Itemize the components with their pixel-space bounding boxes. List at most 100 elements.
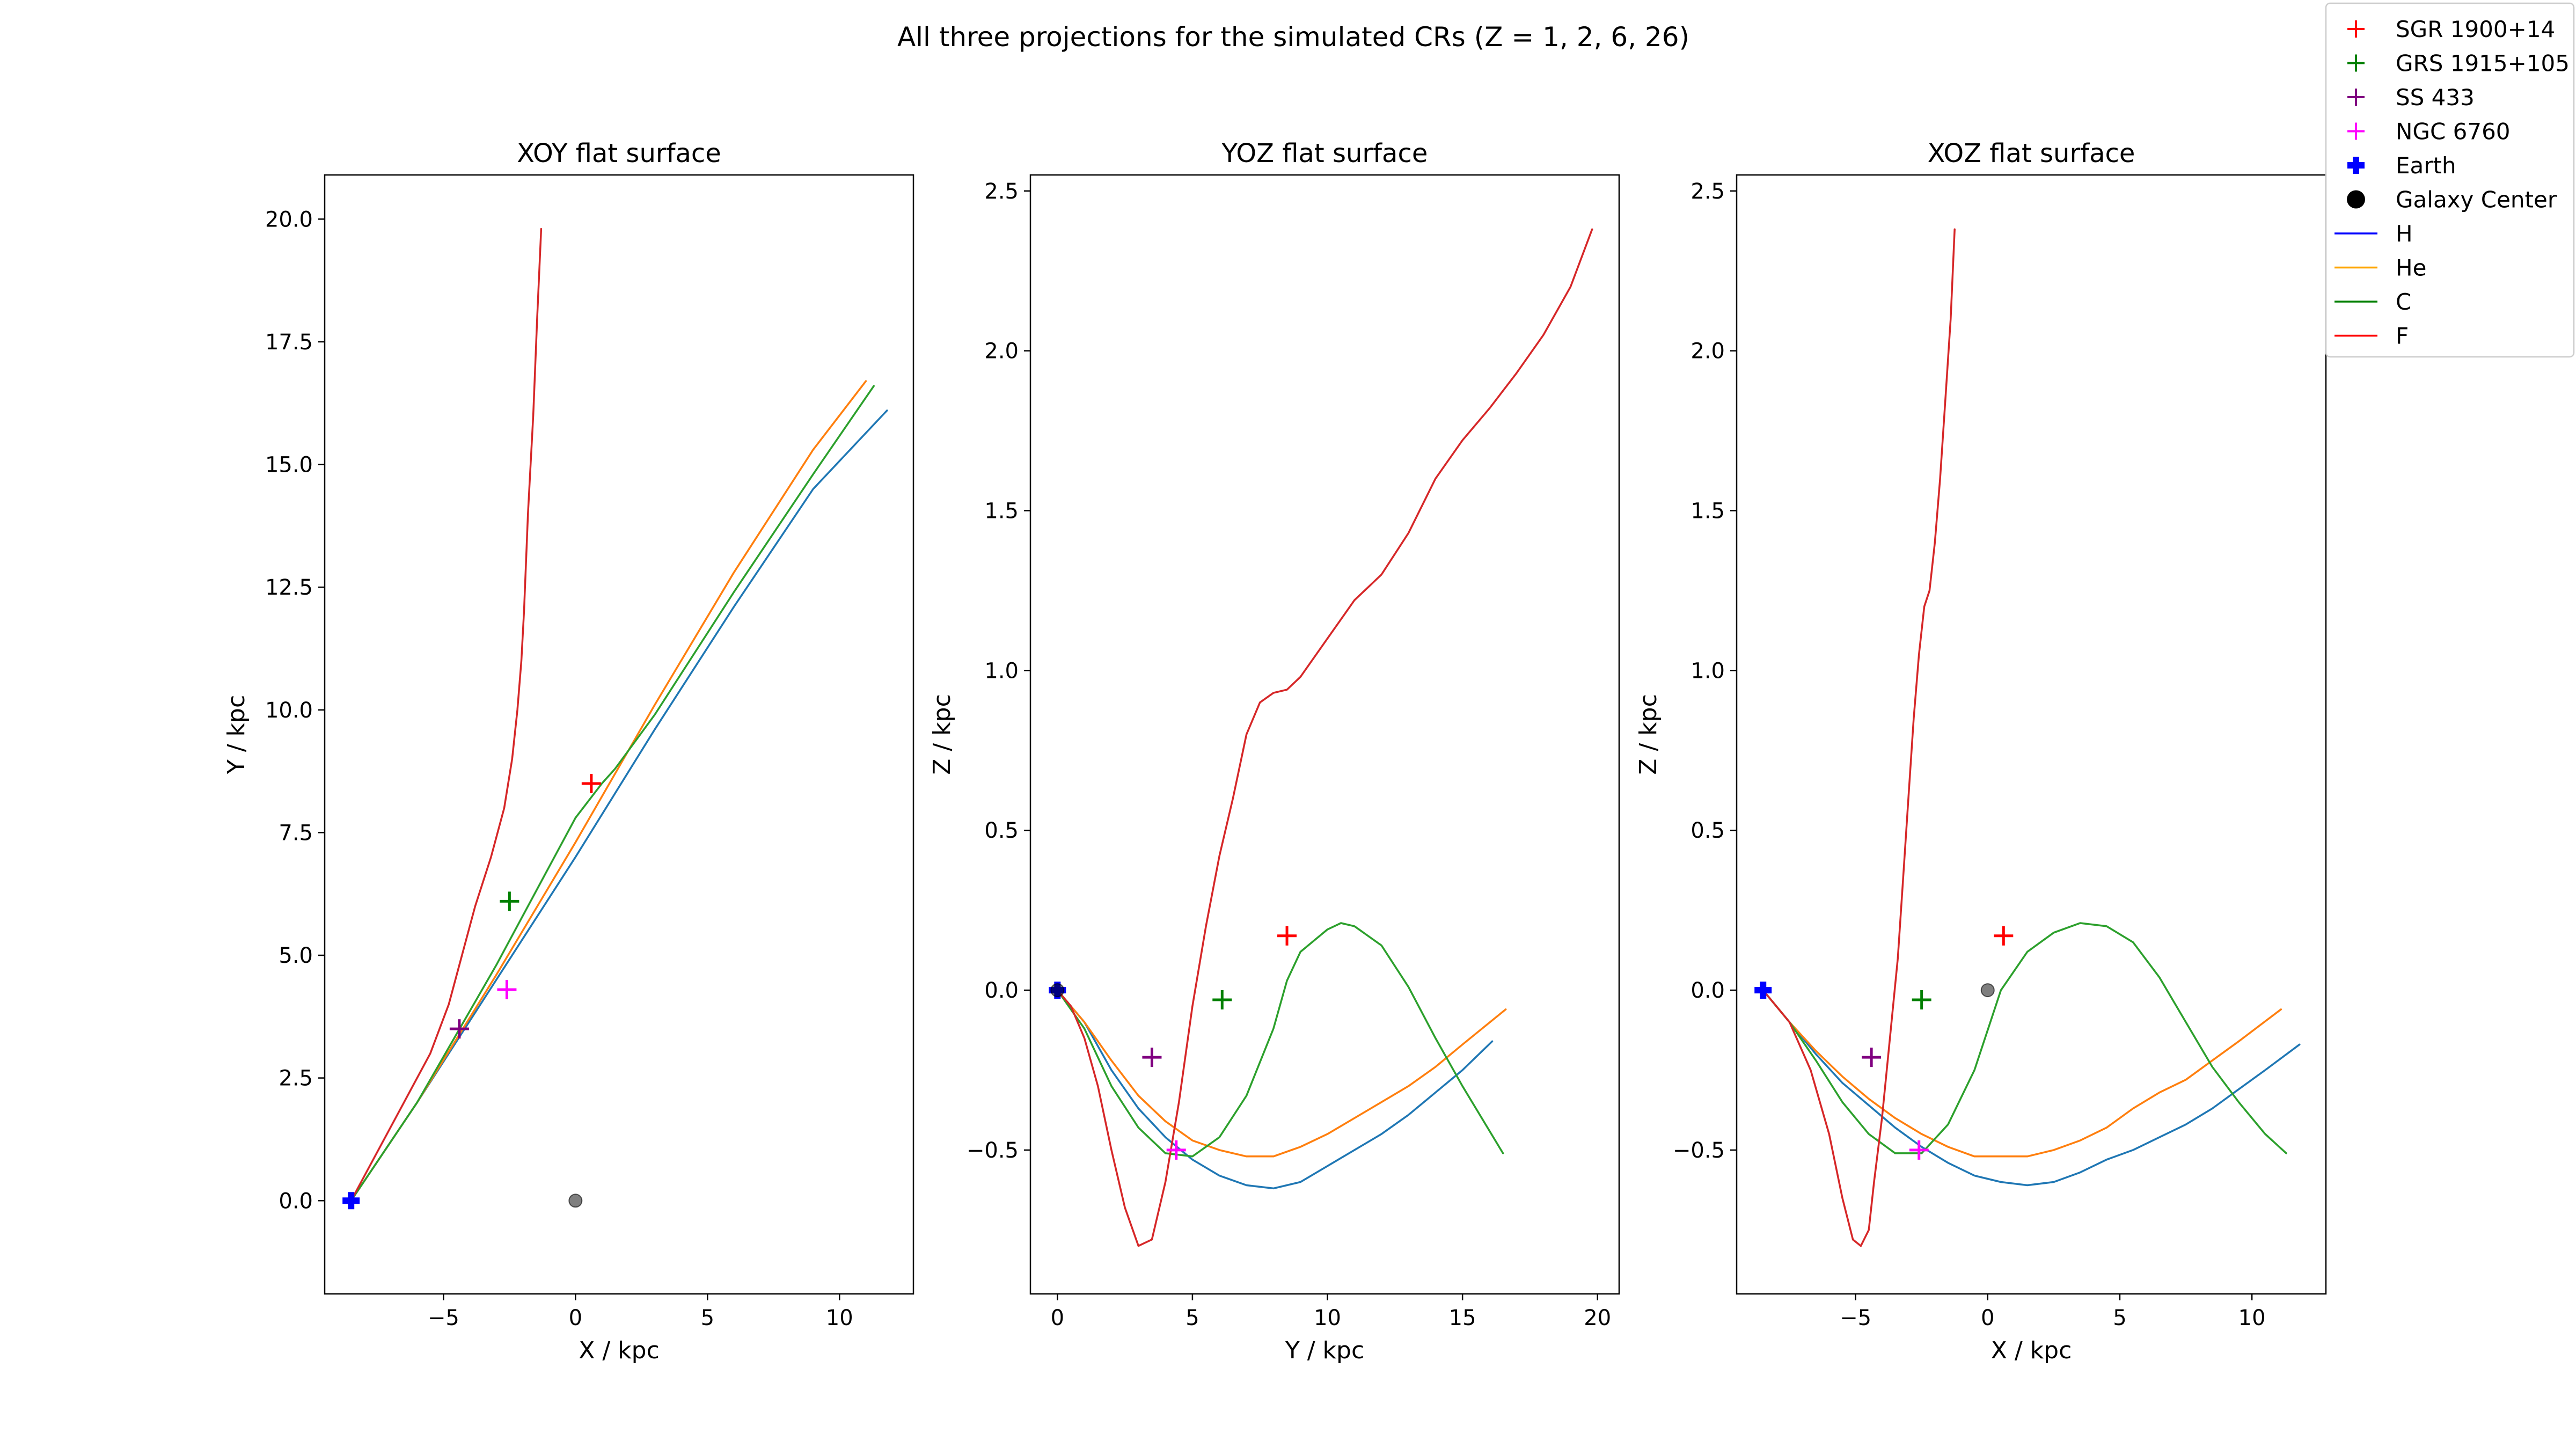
- x-axis-label: X / kpc: [1991, 1337, 2072, 1364]
- x-axis-label: X / kpc: [579, 1337, 660, 1364]
- y-axis-label: Z / kpc: [928, 694, 956, 775]
- legend-label: NGC 6760: [2396, 119, 2511, 145]
- x-axis-label: Y / kpc: [1285, 1337, 1364, 1364]
- legend-entry-sgr-1900-14: SGR 1900+14: [2347, 16, 2555, 42]
- legend-entry-c: C: [2334, 289, 2411, 315]
- y-tick-label: 0.0: [1690, 978, 1725, 1003]
- x-tick-label: −5: [1840, 1306, 1871, 1330]
- x-tick-label: 10: [1314, 1306, 1341, 1330]
- legend-label: Galaxy Center: [2396, 187, 2557, 213]
- y-tick-label: 0.0: [279, 1189, 313, 1213]
- y-tick-label: 17.5: [265, 330, 313, 355]
- series-line-c: [1762, 922, 2287, 1154]
- y-tick-label: 1.0: [1690, 658, 1725, 683]
- marker-ss-433: [449, 1019, 469, 1039]
- panel-title: XOZ flat surface: [1928, 138, 2135, 169]
- legend-label: SS 433: [2396, 84, 2475, 111]
- plot-area: [1049, 228, 1593, 1247]
- marker-galaxy-center: [568, 1194, 583, 1208]
- y-tick-label: 2.5: [1690, 179, 1725, 204]
- series-line-he: [1056, 989, 1507, 1158]
- plot-area: [342, 228, 888, 1210]
- y-axis-label: Y / kpc: [223, 695, 250, 774]
- panel-title: XOY flat surface: [517, 138, 721, 169]
- marker-galaxy-center: [1980, 983, 1995, 998]
- marker-earth: [1754, 982, 1772, 999]
- x-tick-label: 20: [1584, 1306, 1611, 1330]
- marker-grs-1915-105: [1212, 990, 1232, 1009]
- legend-label: H: [2396, 221, 2413, 247]
- marker-ngc-6760: [1166, 1140, 1186, 1160]
- y-tick-label: −0.5: [1673, 1138, 1725, 1163]
- y-tick-label: 1.5: [1690, 499, 1725, 524]
- y-axis-label: Z / kpc: [1635, 694, 1662, 775]
- legend-entry-he: He: [2334, 255, 2426, 281]
- legend-marker: [2353, 157, 2359, 174]
- y-tick-label: 2.5: [279, 1066, 313, 1091]
- marker-galaxy-center: [1050, 983, 1065, 998]
- marker-sgr-1900-14: [581, 773, 601, 793]
- legend-entry-f: F: [2334, 323, 2409, 349]
- y-tick-label: −0.5: [967, 1138, 1019, 1163]
- marker-grs-1915-105: [1912, 990, 1931, 1009]
- marker-sgr-1900-14: [1277, 926, 1297, 946]
- y-tick-label: 0.0: [984, 978, 1019, 1003]
- series-line-f: [1056, 228, 1593, 1247]
- series-line-h: [1762, 989, 2301, 1187]
- panel-1: XOY flat surface −5 0 5 10 0.0 2.5 5.0 7.5 10.0 12…: [223, 138, 914, 1364]
- series-line-c: [350, 385, 875, 1202]
- x-tick-label: 5: [1185, 1306, 1199, 1330]
- marker-earth: [342, 1192, 360, 1210]
- legend-entry-earth: Earth: [2347, 152, 2456, 179]
- y-tick-label: 12.5: [265, 575, 313, 600]
- y-tick-label: 15.0: [265, 453, 313, 478]
- axes-layer: XOY flat surface −5 0 5 10 0.0 2.5 5.0 7.5 10.0 12…: [223, 138, 2327, 1364]
- series-line-f: [1762, 228, 1956, 1247]
- legend-entry-ss-433: SS 433: [2347, 84, 2475, 111]
- series-line-f: [350, 228, 543, 1202]
- x-tick-label: −5: [428, 1306, 459, 1330]
- marker-ss-433: [1862, 1048, 1882, 1067]
- series-line-c: [1056, 922, 1504, 1158]
- x-tick-label: 10: [2238, 1306, 2266, 1330]
- legend-label: C: [2396, 289, 2411, 315]
- axes-frame: [1736, 174, 2327, 1295]
- legend-entry-ngc-6760: NGC 6760: [2347, 119, 2511, 145]
- y-tick-label: 0.5: [984, 818, 1019, 843]
- x-tick-label: 5: [2113, 1306, 2126, 1330]
- y-tick-label: 20.0: [265, 207, 313, 232]
- x-tick-label: 0: [1981, 1306, 1994, 1330]
- x-tick-label: 10: [826, 1306, 853, 1330]
- y-tick-label: 1.0: [984, 658, 1019, 683]
- panel-title: YOZ flat surface: [1221, 138, 1428, 169]
- legend-entry-galaxy-center: Galaxy Center: [2347, 187, 2557, 213]
- legend-label: F: [2396, 323, 2409, 349]
- legend-box: [2325, 2, 2575, 358]
- legend-label: SGR 1900+14: [2396, 16, 2555, 42]
- y-tick-label: 5.0: [279, 943, 313, 968]
- y-tick-label: 10.0: [265, 698, 313, 723]
- figure-title: All three projections for the simulated …: [897, 21, 1689, 53]
- axes-frame: [1029, 174, 1620, 1295]
- plot-area: [1754, 228, 2301, 1247]
- legend-label: He: [2396, 255, 2426, 281]
- y-tick-label: 2.0: [984, 339, 1019, 364]
- x-tick-label: 0: [569, 1306, 582, 1330]
- series-line-h: [1056, 989, 1494, 1190]
- legend-label: GRS 1915+105: [2396, 50, 2570, 77]
- x-tick-label: 0: [1051, 1306, 1064, 1330]
- legend-marker: [2347, 190, 2365, 209]
- marker-ss-433: [1142, 1048, 1162, 1067]
- y-tick-label: 2.0: [1690, 339, 1725, 364]
- series-line-he: [1762, 989, 2282, 1158]
- marker-sgr-1900-14: [1994, 926, 2014, 946]
- y-tick-label: 0.5: [1690, 818, 1725, 843]
- y-tick-label: 2.5: [984, 179, 1019, 204]
- x-tick-label: 15: [1449, 1306, 1476, 1330]
- axes-frame: [324, 174, 914, 1295]
- y-tick-label: 1.5: [984, 499, 1019, 524]
- marker-ngc-6760: [497, 980, 517, 1000]
- legend-entry-h: H: [2334, 221, 2413, 247]
